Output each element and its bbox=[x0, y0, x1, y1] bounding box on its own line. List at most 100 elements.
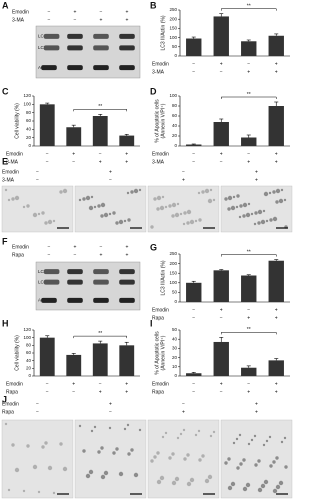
cell bbox=[168, 456, 172, 460]
cell bbox=[227, 457, 231, 461]
cell bbox=[283, 198, 287, 202]
significance-bracket bbox=[221, 8, 277, 11]
cell bbox=[150, 225, 154, 229]
band bbox=[93, 65, 109, 71]
cell bbox=[182, 428, 186, 432]
treatment-sign: − bbox=[72, 389, 75, 395]
cell bbox=[265, 439, 269, 443]
cell bbox=[176, 202, 180, 206]
cell bbox=[176, 436, 180, 440]
cell bbox=[212, 198, 216, 202]
micrograph bbox=[220, 419, 293, 499]
cell bbox=[47, 219, 53, 225]
cell bbox=[164, 205, 168, 209]
y-tick-label: 100 bbox=[23, 102, 31, 107]
cell bbox=[171, 480, 177, 486]
cell bbox=[153, 455, 157, 459]
cell bbox=[90, 195, 94, 199]
treatment-sign: − bbox=[74, 252, 77, 258]
treatment-sign: − bbox=[46, 159, 49, 165]
cell bbox=[123, 427, 127, 431]
treatment-sign: − bbox=[72, 159, 75, 165]
cell bbox=[14, 195, 20, 201]
treatment-sign: − bbox=[220, 69, 223, 75]
cell bbox=[164, 431, 168, 435]
cell bbox=[174, 212, 180, 218]
y-tick-label: 60 bbox=[26, 118, 32, 123]
cell bbox=[239, 462, 243, 466]
cell bbox=[204, 188, 210, 194]
panel-letter: F bbox=[2, 236, 8, 246]
cell bbox=[275, 188, 281, 194]
cell bbox=[52, 491, 56, 495]
cell bbox=[268, 435, 272, 439]
treatment-name: Rapa bbox=[12, 252, 24, 258]
treatment-sign: − bbox=[36, 169, 39, 175]
treatment-sign: − bbox=[192, 61, 195, 67]
treatment-sign: + bbox=[255, 409, 258, 415]
cell bbox=[11, 443, 15, 447]
panel-letter: I bbox=[150, 318, 153, 328]
cell bbox=[171, 452, 175, 456]
cell bbox=[189, 477, 195, 483]
treatment-name: Emodin bbox=[6, 381, 23, 387]
cell bbox=[156, 451, 160, 455]
cell bbox=[235, 205, 239, 209]
cell bbox=[250, 438, 254, 442]
y-axis-label: LC3 II/Actin (%) bbox=[160, 15, 166, 50]
treatment-sign: − bbox=[109, 177, 112, 183]
y-tick-label: 80 bbox=[26, 343, 32, 348]
treatment-sign: + bbox=[275, 307, 278, 313]
band bbox=[119, 33, 135, 39]
treatment-sign: + bbox=[125, 159, 128, 165]
y-axis-label: % of Apoptotic cells bbox=[154, 99, 160, 143]
micrograph bbox=[1, 419, 74, 499]
treatment-sign: − bbox=[36, 409, 39, 415]
significance-bracket bbox=[73, 335, 127, 339]
cell bbox=[265, 219, 269, 223]
y-tick-label: 80 bbox=[26, 110, 32, 115]
bar bbox=[119, 345, 135, 376]
bar bbox=[186, 373, 202, 376]
treatment-sign: + bbox=[220, 307, 223, 313]
panel-letter: G bbox=[150, 242, 157, 252]
cell bbox=[198, 218, 202, 222]
cell bbox=[209, 434, 213, 438]
treatment-sign: − bbox=[247, 381, 250, 387]
treatment-sign: − bbox=[74, 17, 77, 23]
cell bbox=[236, 194, 240, 198]
treatment-sign: + bbox=[275, 69, 278, 75]
cell bbox=[278, 198, 284, 204]
treatment-sign: − bbox=[46, 151, 49, 157]
cell bbox=[194, 433, 198, 437]
significance-bracket bbox=[73, 109, 127, 112]
cell bbox=[41, 211, 45, 215]
cell bbox=[115, 221, 119, 225]
cell bbox=[150, 459, 154, 463]
treatment-sign: − bbox=[48, 252, 51, 258]
bar bbox=[268, 106, 284, 146]
band bbox=[43, 45, 60, 51]
treatment-sign: − bbox=[220, 315, 223, 321]
treatment-sign: − bbox=[192, 381, 195, 387]
cell bbox=[127, 452, 131, 456]
bar bbox=[186, 282, 202, 302]
treatment-sign: + bbox=[220, 381, 223, 387]
bar bbox=[213, 122, 229, 146]
bar bbox=[92, 116, 108, 146]
treatment-sign: + bbox=[109, 401, 112, 407]
treatment-name: Emodin bbox=[12, 9, 29, 15]
y-axis-label: LC3 II/Actin (%) bbox=[160, 260, 166, 295]
cell bbox=[247, 442, 251, 446]
cell bbox=[103, 212, 109, 218]
cell bbox=[179, 432, 183, 436]
cell bbox=[112, 451, 116, 455]
cell bbox=[272, 190, 276, 194]
bar bbox=[268, 260, 284, 302]
cell bbox=[204, 478, 210, 484]
cell bbox=[62, 188, 68, 194]
treatment-sign: − bbox=[247, 151, 250, 157]
cell bbox=[156, 479, 162, 485]
cell bbox=[85, 473, 91, 479]
